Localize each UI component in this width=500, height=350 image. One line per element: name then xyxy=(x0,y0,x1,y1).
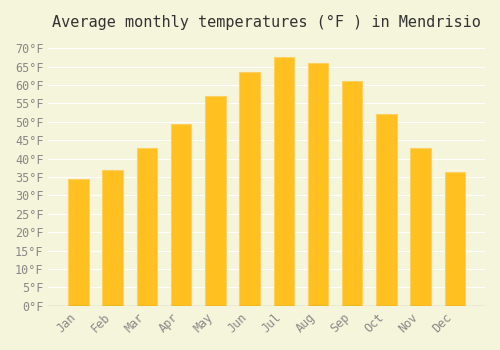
Bar xyxy=(136,148,157,306)
Bar xyxy=(444,172,465,306)
Bar xyxy=(308,63,328,306)
Bar xyxy=(102,170,123,306)
Bar xyxy=(376,114,396,306)
Bar xyxy=(205,96,226,306)
Title: Average monthly temperatures (°F ) in Mendrisio: Average monthly temperatures (°F ) in Me… xyxy=(52,15,481,30)
Bar xyxy=(68,179,88,306)
Bar xyxy=(274,57,294,306)
Bar xyxy=(171,124,192,306)
Bar xyxy=(240,72,260,306)
Bar xyxy=(342,82,362,306)
Bar xyxy=(410,148,431,306)
